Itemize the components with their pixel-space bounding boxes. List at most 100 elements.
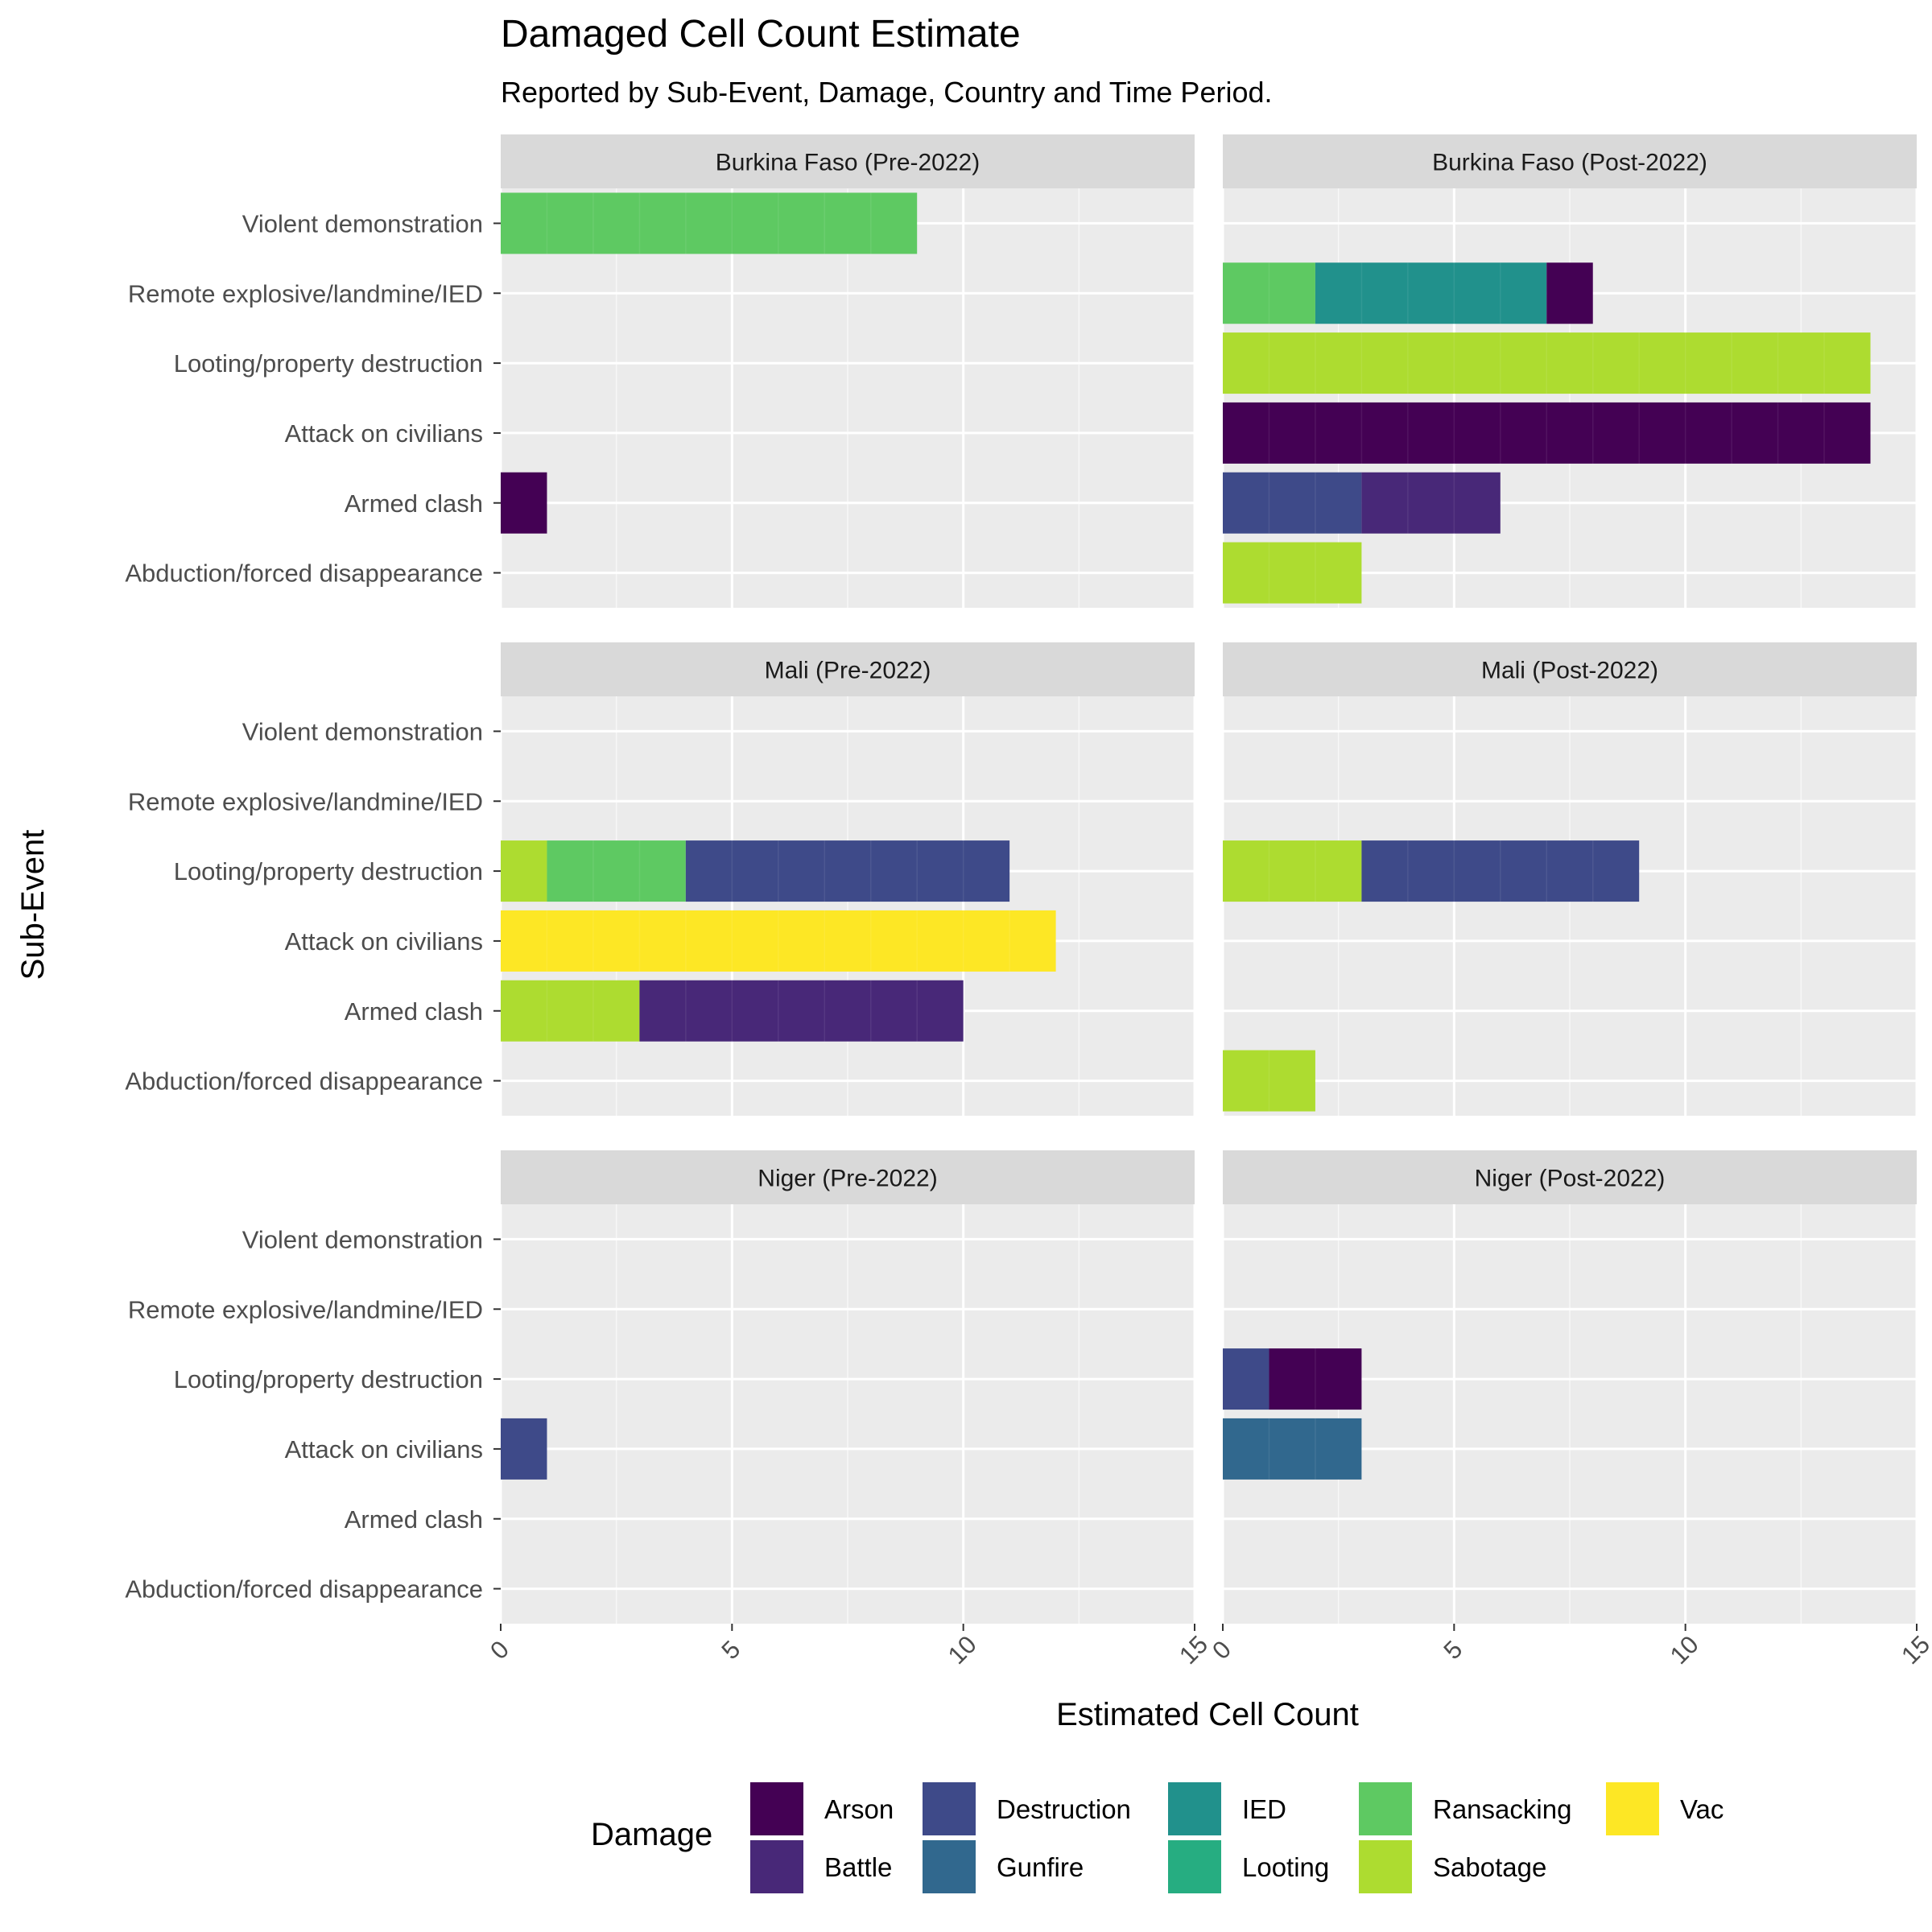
y-tick-label: Attack on civilians: [285, 419, 483, 448]
facet-strip: [501, 134, 1195, 188]
bar-segment-battle: [1361, 472, 1501, 534]
legend-item-sabotage: Sabotage: [1359, 1840, 1546, 1893]
bar-segment-sabotage: [1223, 1050, 1315, 1112]
facet-strip-label: Burkina Faso (Post-2022): [1432, 150, 1707, 176]
bar-segment-sabotage: [1223, 840, 1362, 902]
y-tick-label: Abduction/forced disappearance: [125, 1575, 483, 1604]
facet-strip-label: Mali (Pre-2022): [765, 658, 931, 684]
x-tick-label: 10: [1665, 1630, 1704, 1670]
legend-label: IED: [1242, 1794, 1286, 1824]
bar-segment-ransacking: [501, 192, 918, 254]
x-tick-label: 5: [1438, 1635, 1468, 1665]
bar-segment-arson: [1269, 1348, 1362, 1410]
facet-strip: [501, 1150, 1195, 1204]
legend: Damage Arson Battle Destruction Gunfire IED L…: [591, 1782, 1724, 1893]
legend-key: [1606, 1782, 1659, 1835]
y-tick-label: Attack on civilians: [285, 927, 483, 956]
y-tick-label: Remote explosive/landmine/IED: [128, 279, 483, 308]
legend-item-battle: Battle: [750, 1840, 892, 1893]
facet-panel: Mali (Post-2022): [1221, 642, 1918, 1116]
legend-label: Gunfire: [997, 1852, 1084, 1882]
y-tick-label: Armed clash: [345, 997, 483, 1026]
bar-segment-sabotage: [501, 980, 640, 1042]
bar-segment-sabotage: [1223, 542, 1362, 604]
bar-segment-destruction: [1223, 1348, 1269, 1410]
legend-key: [750, 1782, 803, 1835]
facet-panel: Niger (Post-2022) 0 5 10 15: [1207, 1150, 1932, 1670]
facet-strip: [1223, 1150, 1917, 1204]
facet-strip: [501, 642, 1195, 696]
y-tick-label: Remote explosive/landmine/IED: [128, 1295, 483, 1323]
legend-key: [750, 1840, 803, 1893]
y-tick-label: Looting/property destruction: [174, 857, 483, 886]
facet-strip-label: Niger (Pre-2022): [758, 1166, 937, 1192]
legend-key: [1359, 1782, 1412, 1835]
x-axis-label: Estimated Cell Count: [1056, 1697, 1359, 1732]
facet-strip-label: Niger (Post-2022): [1475, 1166, 1666, 1192]
facet-panel: Niger (Pre-2022) Abduction/forced disappe…: [125, 1150, 1213, 1670]
y-tick-label: Abduction/forced disappearance: [125, 559, 483, 588]
y-tick-label: Attack on civilians: [285, 1435, 483, 1463]
bar-segment-sabotage: [501, 840, 547, 902]
bar-segment-ransacking: [547, 840, 686, 902]
bar-segment-destruction: [685, 840, 1010, 902]
facet-strip-label: Burkina Faso (Pre-2022): [716, 150, 980, 176]
legend-label: Battle: [824, 1852, 892, 1882]
chart-title: Damaged Cell Count Estimate: [501, 13, 1021, 56]
facet-panel: Burkina Faso (Pre-2022) Abduction/forced …: [125, 134, 1196, 608]
x-tick-label: 10: [943, 1630, 982, 1670]
y-axis-label: Sub-Event: [15, 830, 51, 980]
bar-segment-sabotage: [1223, 332, 1871, 394]
legend-key: [1168, 1840, 1221, 1893]
facet-panel: Burkina Faso (Post-2022): [1221, 134, 1918, 608]
legend-label: Arson: [824, 1794, 894, 1824]
y-tick-label: Remote explosive/landmine/IED: [128, 787, 483, 815]
legend-label: Ransacking: [1433, 1794, 1571, 1824]
x-tick-label: 0: [485, 1635, 514, 1665]
y-tick-label: Abduction/forced disappearance: [125, 1067, 483, 1096]
legend-item-vac: Vac: [1606, 1782, 1724, 1835]
legend-item-ied: IED: [1168, 1782, 1286, 1835]
x-tick-label: 5: [716, 1635, 745, 1665]
chart-subtitle: Reported by Sub-Event, Damage, Country a…: [501, 76, 1273, 109]
legend-item-ransacking: Ransacking: [1359, 1782, 1571, 1835]
legend-label: Looting: [1242, 1852, 1329, 1882]
facet-strip: [1223, 134, 1917, 188]
legend-key: [923, 1782, 976, 1835]
bar-segment-ransacking: [1223, 262, 1315, 324]
x-tick-label: 15: [1896, 1630, 1932, 1670]
bar-segment-gunfire: [1223, 1418, 1362, 1480]
legend-label: Sabotage: [1433, 1852, 1546, 1882]
legend-label: Destruction: [997, 1794, 1131, 1824]
bar-segment-destruction: [1361, 840, 1640, 902]
facet-panels: Burkina Faso (Pre-2022) Abduction/forced …: [125, 134, 1932, 1670]
y-tick-label: Looting/property destruction: [174, 1365, 483, 1393]
bar-segment-destruction: [1223, 472, 1362, 534]
bar-segment-battle: [639, 980, 964, 1042]
legend-label: Vac: [1680, 1794, 1724, 1824]
legend-key: [1168, 1782, 1221, 1835]
facet-strip-label: Mali (Post-2022): [1481, 658, 1658, 684]
bar-segment-destruction: [501, 1418, 547, 1480]
y-tick-label: Violent demonstration: [242, 717, 483, 745]
y-tick-label: Armed clash: [345, 1505, 483, 1534]
legend-key: [1359, 1840, 1412, 1893]
legend-item-looting: Looting: [1168, 1840, 1329, 1893]
legend-item-arson: Arson: [750, 1782, 894, 1835]
y-tick-label: Violent demonstration: [242, 209, 483, 237]
legend-key: [923, 1840, 976, 1893]
legend-item-destruction: Destruction: [923, 1782, 1131, 1835]
y-tick-label: Armed clash: [345, 489, 483, 518]
facet-panel: Mali (Pre-2022) Abduction/forced disappea…: [125, 642, 1196, 1116]
bar-segment-arson: [501, 472, 547, 534]
facet-strip: [1223, 642, 1917, 696]
bar-segment-arson: [1546, 262, 1593, 324]
y-tick-label: Violent demonstration: [242, 1225, 483, 1253]
bar-segment-ied: [1315, 262, 1547, 324]
y-tick-label: Looting/property destruction: [174, 349, 483, 378]
x-tick-label: 15: [1174, 1630, 1213, 1670]
x-tick-label: 0: [1207, 1635, 1236, 1665]
bar-segment-vac: [501, 910, 1056, 972]
legend-item-gunfire: Gunfire: [923, 1840, 1084, 1893]
